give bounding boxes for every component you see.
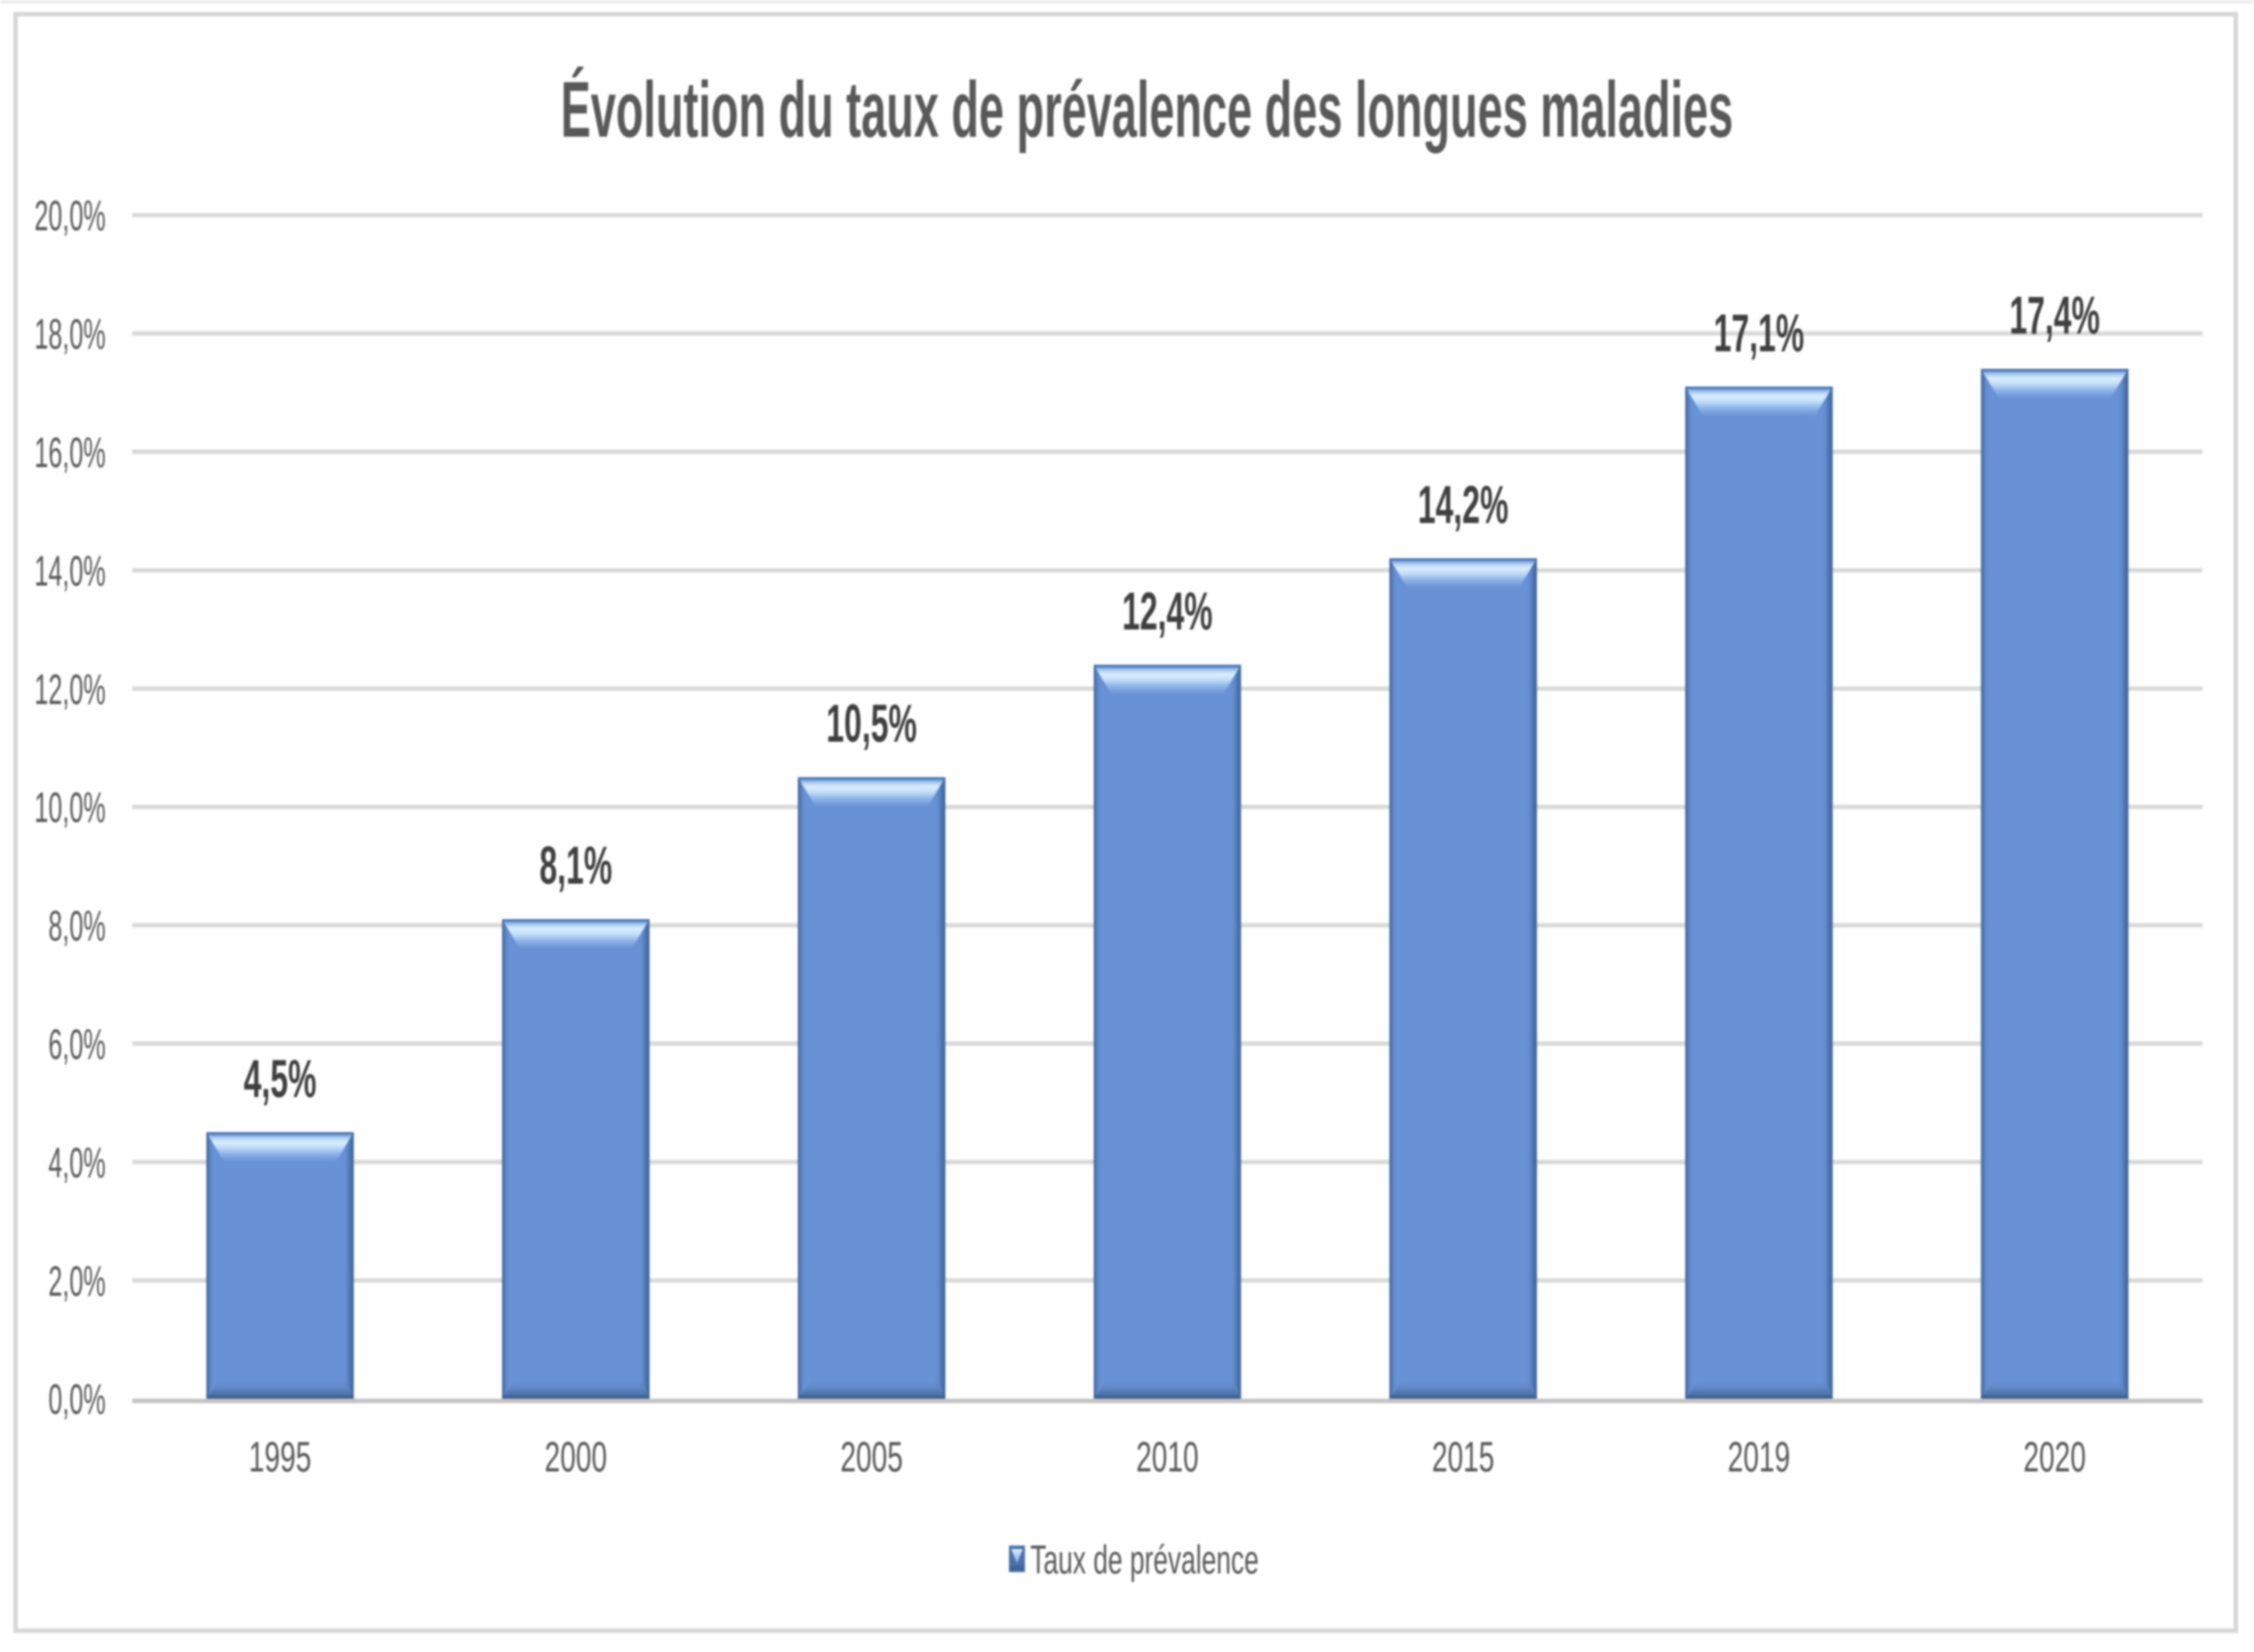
svg-text:12,0%: 12,0% [35, 666, 106, 714]
svg-text:0,0%: 0,0% [48, 1376, 106, 1424]
svg-text:2020: 2020 [2023, 1433, 2085, 1481]
svg-text:16,0%: 16,0% [35, 429, 106, 477]
svg-text:2010: 2010 [1136, 1433, 1198, 1481]
svg-text:8,1%: 8,1% [540, 837, 612, 896]
svg-text:2,0%: 2,0% [48, 1258, 106, 1306]
svg-text:20,0%: 20,0% [35, 193, 106, 240]
svg-text:4,5%: 4,5% [244, 1050, 317, 1109]
svg-text:14,0%: 14,0% [35, 547, 106, 595]
svg-text:8,0%: 8,0% [48, 902, 106, 950]
svg-text:10,0%: 10,0% [35, 784, 106, 832]
svg-text:14,2%: 14,2% [1418, 476, 1509, 535]
svg-text:Taux de prévalence: Taux de prévalence [1030, 1538, 1258, 1583]
svg-text:18,0%: 18,0% [35, 311, 106, 358]
svg-text:10,5%: 10,5% [826, 695, 917, 754]
svg-text:17,4%: 17,4% [2009, 287, 2100, 346]
svg-text:12,4%: 12,4% [1122, 582, 1212, 641]
svg-text:2005: 2005 [840, 1433, 902, 1481]
svg-text:4,0%: 4,0% [48, 1139, 106, 1187]
svg-text:6,0%: 6,0% [48, 1021, 106, 1069]
svg-text:17,1%: 17,1% [1714, 304, 1804, 364]
svg-text:Évolution du taux de prévalenc: Évolution du taux de prévalence des long… [561, 66, 1733, 153]
svg-text:2019: 2019 [1728, 1433, 1790, 1481]
svg-text:1995: 1995 [248, 1433, 311, 1481]
svg-text:2000: 2000 [545, 1433, 607, 1481]
svg-text:2015: 2015 [1432, 1433, 1494, 1481]
